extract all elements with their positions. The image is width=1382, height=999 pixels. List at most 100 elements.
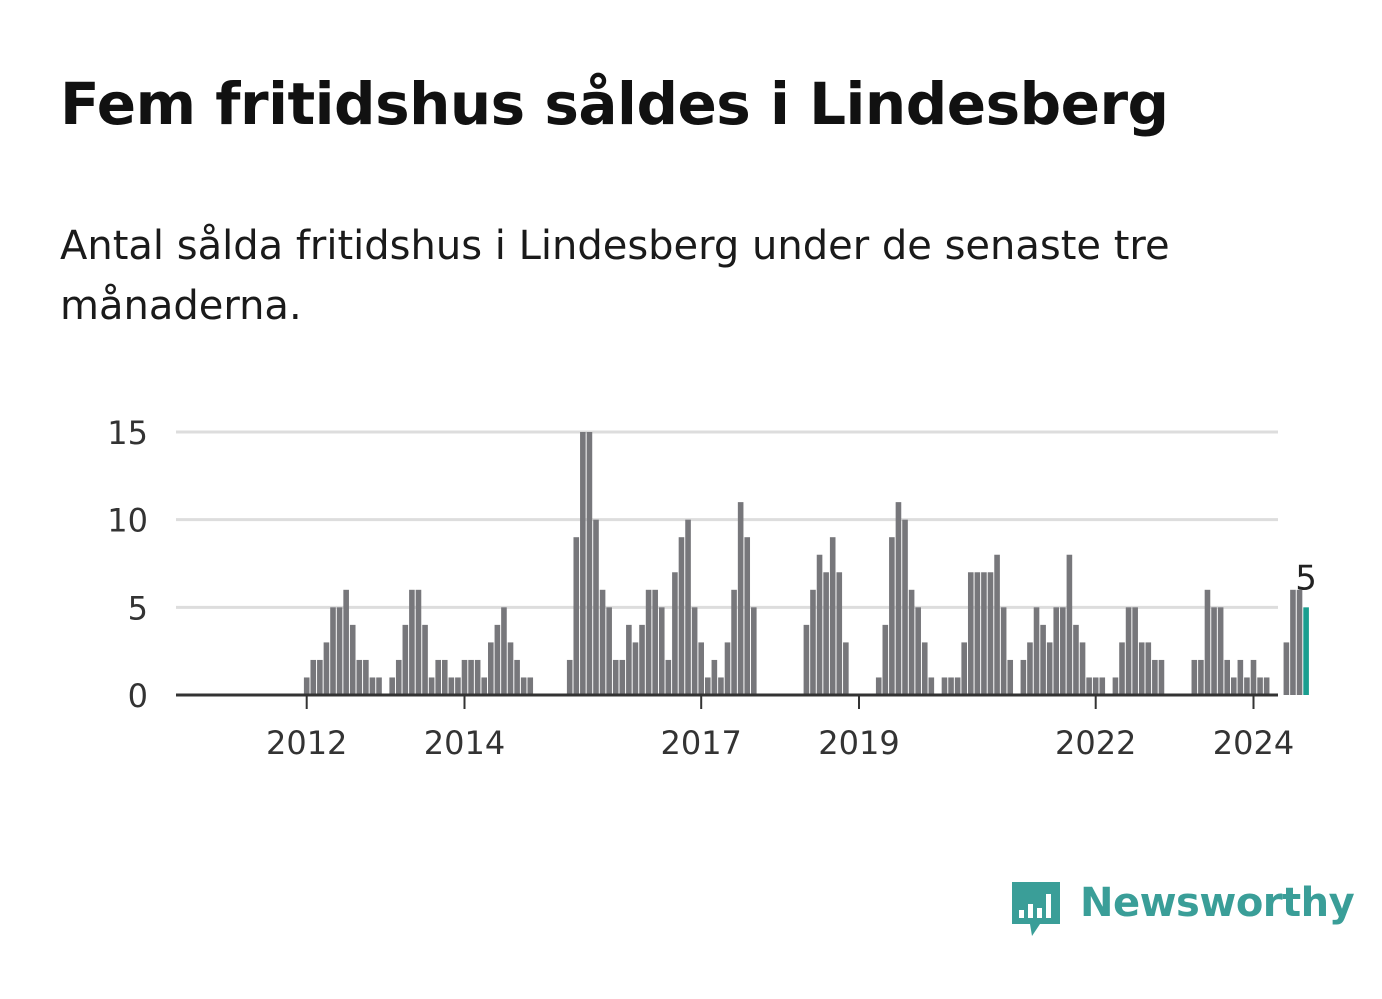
bar bbox=[639, 624, 645, 695]
bar bbox=[336, 607, 343, 695]
bar bbox=[1257, 677, 1263, 695]
bar bbox=[317, 659, 323, 695]
x-tick-label: 2022 bbox=[1055, 724, 1136, 762]
newsworthy-logo: Newsworthy bbox=[1010, 878, 1355, 942]
bar bbox=[724, 642, 731, 695]
x-tick-label: 2014 bbox=[424, 724, 505, 762]
bar bbox=[1250, 659, 1257, 695]
bar-chart-speech-bubble-icon bbox=[1012, 882, 1060, 936]
bar bbox=[652, 589, 658, 695]
bar bbox=[987, 572, 994, 695]
bar bbox=[632, 642, 639, 695]
bar bbox=[744, 537, 751, 695]
bar bbox=[349, 624, 356, 695]
bar bbox=[1217, 607, 1224, 695]
bar bbox=[895, 502, 902, 695]
bar bbox=[612, 659, 619, 695]
bar bbox=[665, 659, 672, 695]
bar bbox=[507, 642, 514, 695]
y-tick-label: 15 bbox=[107, 414, 148, 452]
bar bbox=[810, 589, 816, 695]
bar bbox=[1211, 607, 1217, 695]
bar bbox=[1290, 589, 1296, 695]
y-tick-label: 0 bbox=[128, 677, 148, 715]
bar bbox=[1079, 642, 1086, 695]
bar bbox=[303, 677, 310, 695]
bar bbox=[718, 677, 724, 695]
bar bbox=[1237, 659, 1244, 695]
bar bbox=[527, 677, 534, 695]
bar bbox=[395, 659, 402, 695]
x-tick-label: 2019 bbox=[818, 724, 899, 762]
bar bbox=[1119, 642, 1125, 695]
bar bbox=[1060, 607, 1066, 695]
bar bbox=[586, 432, 593, 695]
bar bbox=[1053, 607, 1060, 695]
bar bbox=[422, 624, 428, 695]
bar bbox=[889, 537, 895, 695]
bar bbox=[330, 607, 336, 695]
bar bbox=[488, 642, 494, 695]
bar bbox=[1086, 677, 1092, 695]
bar bbox=[1230, 677, 1237, 695]
bar bbox=[441, 659, 448, 695]
bar bbox=[954, 677, 961, 695]
bar bbox=[1046, 642, 1053, 695]
bar bbox=[751, 607, 757, 695]
bar bbox=[494, 624, 501, 695]
bar bbox=[1145, 642, 1152, 695]
x-tick-label: 2012 bbox=[266, 724, 347, 762]
bar bbox=[573, 537, 580, 695]
x-tick-label: 2017 bbox=[660, 724, 741, 762]
page-subtitle: Antal sålda fritidshus i Lindesberg unde… bbox=[60, 223, 1170, 329]
x-axis bbox=[176, 693, 1278, 709]
bar bbox=[363, 659, 369, 695]
bar bbox=[685, 519, 691, 695]
bar bbox=[448, 677, 455, 695]
bar bbox=[1000, 607, 1007, 695]
bar bbox=[626, 624, 632, 695]
bar bbox=[1040, 624, 1046, 695]
bar bbox=[593, 519, 599, 695]
bar bbox=[902, 519, 908, 695]
bar bbox=[481, 677, 488, 695]
bar bbox=[882, 624, 889, 695]
x-tick-label: 2024 bbox=[1213, 724, 1294, 762]
bar bbox=[619, 659, 626, 695]
bar bbox=[915, 607, 921, 695]
bar bbox=[823, 572, 829, 695]
brand-name: Newsworthy bbox=[1080, 880, 1355, 926]
bar bbox=[1191, 659, 1198, 695]
bar bbox=[514, 659, 520, 695]
bar bbox=[415, 589, 422, 695]
bar bbox=[1283, 642, 1290, 695]
bar bbox=[1263, 677, 1270, 695]
bar bbox=[356, 659, 363, 695]
tick-labels: 0 5 10 15 2012 2014 2017 2019 2022 2024 5 bbox=[107, 414, 1317, 762]
bar bbox=[672, 572, 678, 695]
bar bbox=[1204, 589, 1211, 695]
bar bbox=[1125, 607, 1132, 695]
bar bbox=[803, 624, 810, 695]
bar bbox=[1244, 677, 1250, 695]
bar bbox=[501, 607, 507, 695]
bar bbox=[435, 659, 441, 695]
bar bbox=[921, 642, 928, 695]
bar bbox=[698, 642, 704, 695]
bar bbox=[343, 589, 349, 695]
bar bbox=[310, 659, 317, 695]
bar bbox=[1027, 642, 1033, 695]
bar bbox=[1073, 624, 1079, 695]
bar bbox=[711, 659, 718, 695]
bar bbox=[645, 589, 652, 695]
page-title: Fem fritidshus såldes i Lindesberg bbox=[60, 70, 1169, 138]
bar bbox=[606, 607, 612, 695]
bar bbox=[323, 642, 330, 695]
bar bbox=[948, 677, 954, 695]
bar bbox=[1112, 677, 1119, 695]
bar bbox=[461, 659, 468, 695]
bar bbox=[941, 677, 948, 695]
bar bbox=[1132, 607, 1138, 695]
bar bbox=[1066, 554, 1073, 695]
